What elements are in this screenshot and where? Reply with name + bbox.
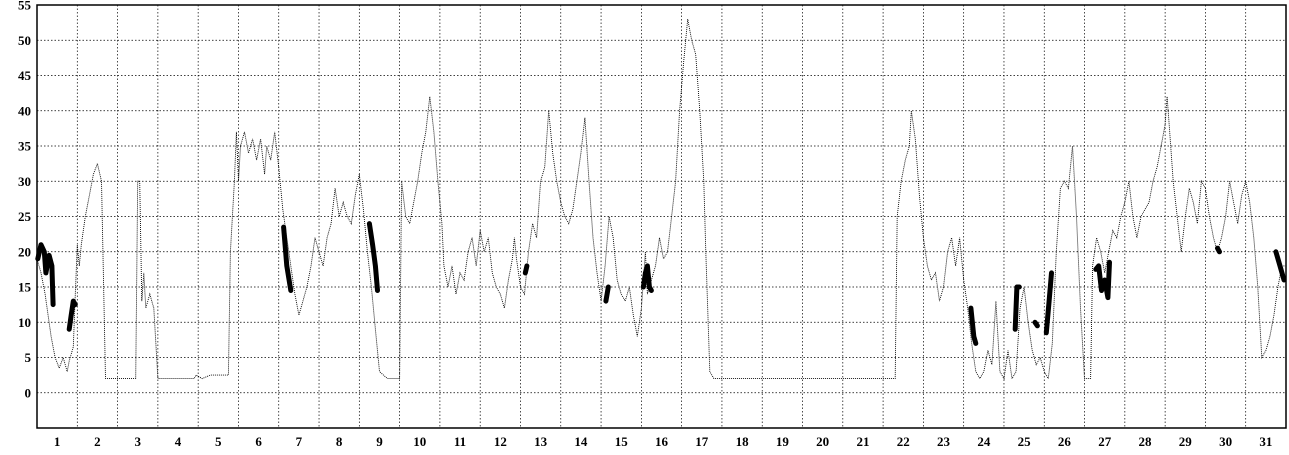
x-tick-label: 3 — [134, 434, 141, 449]
x-tick-label-top: 29 — [1179, 0, 1193, 2]
x-tick-label: 15 — [615, 434, 629, 449]
x-tick-label: 29 — [1179, 434, 1193, 449]
y-tick-label: 35 — [18, 139, 32, 154]
x-tick-label: 12 — [494, 434, 507, 449]
series-segment-thick — [1012, 284, 1022, 332]
y-tick-label: 5 — [25, 350, 32, 365]
x-tick-label-top: 21 — [856, 0, 869, 2]
x-tick-label-top: 4 — [175, 0, 182, 2]
x-tick-label-top: 17 — [695, 0, 709, 2]
x-tick-label: 4 — [175, 434, 182, 449]
y-tick-label: 15 — [18, 280, 32, 295]
x-tick-label: 7 — [296, 434, 303, 449]
series-line-thin — [36, 19, 1286, 381]
x-tick-label-top: 15 — [615, 0, 629, 2]
series-segment-thick — [35, 242, 56, 308]
x-tick-label-top: 5 — [215, 0, 222, 2]
x-tick-label: 28 — [1138, 434, 1152, 449]
x-tick-label: 1 — [54, 434, 61, 449]
x-tick-label-top: 14 — [574, 0, 588, 2]
series-segment-thick — [640, 263, 654, 293]
x-tick-label-top: 1 — [54, 0, 61, 2]
x-tick-label-top: 8 — [336, 0, 343, 2]
x-tick-label: 23 — [937, 434, 951, 449]
y-tick-label: 30 — [18, 174, 31, 189]
y-tick-label: 25 — [18, 209, 32, 224]
x-tick-label: 13 — [534, 434, 548, 449]
x-tick-label-top: 25 — [1018, 0, 1032, 2]
x-tick-label-top: 6 — [255, 0, 262, 2]
x-tick-label: 25 — [1018, 434, 1032, 449]
series-segment-thick — [522, 263, 530, 276]
y-tick-label: 20 — [18, 244, 31, 259]
y-tick-label: 0 — [25, 385, 32, 400]
x-tick-label: 8 — [336, 434, 343, 449]
x-tick-label-top: 13 — [534, 0, 548, 2]
x-tick-label: 24 — [977, 434, 991, 449]
plot-frame — [36, 4, 1287, 429]
x-tick-label-top: 11 — [454, 0, 466, 2]
x-tick-label-top: 3 — [134, 0, 141, 2]
x-tick-label: 30 — [1219, 434, 1232, 449]
x-tick-label: 31 — [1259, 434, 1272, 449]
x-tick-label-top: 9 — [376, 0, 383, 2]
series-segment-thick — [366, 221, 380, 293]
series-layer — [35, 19, 1287, 381]
x-tick-label: 10 — [413, 434, 426, 449]
x-tick-label-top: 19 — [776, 0, 790, 2]
y-tick-label: 50 — [18, 33, 31, 48]
y-tick-label: 45 — [18, 68, 32, 83]
x-tick-label: 11 — [454, 434, 466, 449]
gridlines — [37, 4, 1286, 429]
series-segment-thick — [1273, 249, 1287, 283]
x-tick-label-top: 26 — [1058, 0, 1072, 2]
x-tick-label-top: 22 — [897, 0, 910, 2]
x-tick-label: 27 — [1098, 434, 1112, 449]
x-tick-label-top: 27 — [1098, 0, 1112, 2]
x-tick-label-top: 12 — [494, 0, 507, 2]
x-tick-label-top: 28 — [1138, 0, 1152, 2]
x-tick-label: 21 — [856, 434, 869, 449]
x-tick-label: 17 — [695, 434, 709, 449]
series-segment-thick — [66, 298, 78, 332]
x-tick-label: 16 — [655, 434, 669, 449]
x-tick-label: 19 — [776, 434, 790, 449]
x-tick-label: 14 — [574, 434, 588, 449]
x-tick-label-top: 10 — [413, 0, 426, 2]
x-tick-label-top: 31 — [1259, 0, 1272, 2]
x-tick-label: 5 — [215, 434, 222, 449]
plot-border — [36, 4, 1287, 429]
x-tick-label: 9 — [376, 434, 383, 449]
series-segment-thick — [281, 224, 294, 293]
x-tick-label: 2 — [94, 434, 101, 449]
y-tick-label: 10 — [18, 315, 31, 330]
series-segment-thick — [1093, 259, 1112, 301]
x-tick-label-top: 20 — [816, 0, 829, 2]
x-tick-label: 18 — [736, 434, 750, 449]
series-segment-thick — [968, 305, 979, 346]
x-tick-label-top: 24 — [977, 0, 991, 2]
x-tick-label: 26 — [1058, 434, 1072, 449]
series-segment-thick — [1043, 270, 1054, 336]
x-tick-label-top: 7 — [296, 0, 303, 2]
x-tick-label-top: 30 — [1219, 0, 1232, 2]
x-tick-label-top: 18 — [736, 0, 750, 2]
x-tick-label-top: 2 — [94, 0, 101, 2]
x-tick-label-top: 16 — [655, 0, 669, 2]
axes: 0510152025303540455055112233445566778899… — [18, 0, 1272, 449]
x-tick-label-top: 23 — [937, 0, 951, 2]
y-tick-label: 55 — [18, 0, 32, 13]
series-segment-thick — [1032, 319, 1040, 329]
x-tick-label: 20 — [816, 434, 829, 449]
x-tick-label: 6 — [255, 434, 262, 449]
series-segment-thick — [1215, 245, 1222, 255]
x-tick-label: 22 — [897, 434, 910, 449]
y-tick-label: 40 — [18, 103, 31, 118]
series-segment-thick — [603, 284, 611, 304]
